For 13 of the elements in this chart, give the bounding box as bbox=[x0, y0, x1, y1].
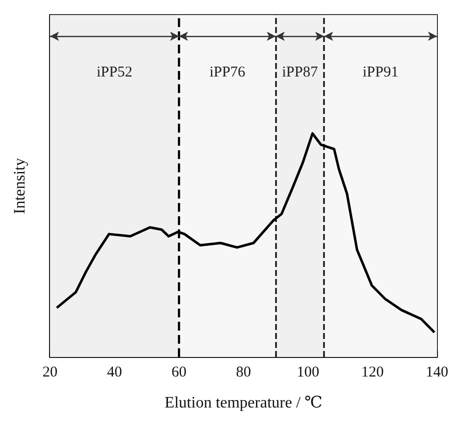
x-tick-label: 140 bbox=[426, 364, 448, 380]
y-axis-title: Intensity bbox=[12, 158, 28, 214]
band-label: iPP76 bbox=[209, 64, 246, 80]
band-label: iPP87 bbox=[282, 64, 318, 80]
x-axis-title: Elution temperature / ℃ bbox=[164, 394, 322, 412]
x-tick-label: 100 bbox=[296, 364, 320, 380]
x-tick-label: 120 bbox=[361, 364, 384, 380]
x-tick-label: 80 bbox=[236, 364, 251, 380]
x-tick-label: 40 bbox=[107, 364, 122, 380]
x-tick-label: 60 bbox=[172, 364, 186, 380]
x-tick-label: 20 bbox=[42, 364, 58, 380]
band-label: iPP52 bbox=[96, 64, 132, 80]
band-label: iPP91 bbox=[362, 64, 398, 80]
